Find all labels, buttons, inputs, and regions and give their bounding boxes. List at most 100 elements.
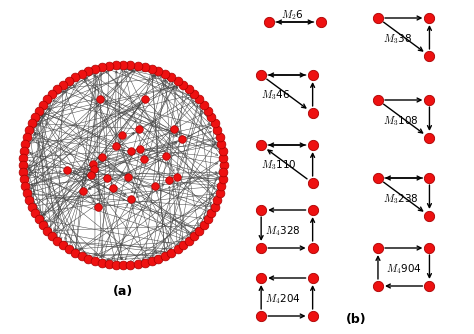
Point <box>218 141 225 146</box>
Point <box>216 134 223 139</box>
Point <box>219 148 227 153</box>
Point <box>257 142 265 148</box>
Point <box>170 127 178 132</box>
Point <box>204 217 211 222</box>
Point <box>48 233 56 239</box>
Point <box>71 74 79 79</box>
Point <box>105 262 113 267</box>
Point <box>19 155 27 161</box>
Point <box>78 71 85 76</box>
Point <box>309 207 317 213</box>
Point <box>134 262 141 267</box>
Point <box>65 78 73 83</box>
Point <box>426 283 433 289</box>
Point <box>124 175 132 180</box>
Point <box>211 121 219 126</box>
Point <box>162 153 170 158</box>
Point <box>140 156 147 162</box>
Point <box>426 245 433 251</box>
Point <box>35 108 43 113</box>
Point <box>119 62 127 67</box>
Point <box>374 97 382 103</box>
Point <box>35 217 43 222</box>
Point <box>112 263 120 268</box>
Point <box>148 259 155 264</box>
Point <box>214 197 221 203</box>
Point <box>64 167 71 173</box>
Text: $M_3$108: $M_3$108 <box>383 114 419 128</box>
Point <box>94 204 101 209</box>
Point <box>191 91 198 97</box>
Text: $M_3$110: $M_3$110 <box>261 158 297 172</box>
Point <box>25 127 33 133</box>
Point <box>135 126 143 131</box>
Point <box>28 204 36 209</box>
Point <box>374 15 382 21</box>
Point <box>220 162 228 168</box>
Text: $M_3$46: $M_3$46 <box>261 88 290 102</box>
Point <box>265 19 273 25</box>
Point <box>309 142 317 148</box>
Point <box>84 257 92 262</box>
Point <box>426 97 433 103</box>
Point <box>218 184 225 189</box>
Point <box>90 166 98 171</box>
Point <box>59 243 67 248</box>
Point <box>317 19 324 25</box>
Point <box>91 66 99 71</box>
Point <box>174 247 182 252</box>
Point <box>208 114 215 120</box>
Point <box>148 66 155 71</box>
Point <box>28 121 36 126</box>
Point <box>44 228 51 233</box>
Point <box>19 162 27 168</box>
Point <box>19 169 27 175</box>
Point <box>161 254 169 259</box>
Point <box>71 250 79 256</box>
Point <box>426 53 433 59</box>
Point <box>109 185 117 190</box>
Point <box>20 177 27 182</box>
Point <box>31 114 39 120</box>
Point <box>127 149 135 154</box>
Point <box>23 134 31 139</box>
Point <box>25 197 33 203</box>
Point <box>426 213 433 219</box>
Point <box>112 62 120 67</box>
Point <box>21 184 29 189</box>
Point <box>89 161 97 167</box>
Point <box>21 141 29 146</box>
Point <box>79 189 87 194</box>
Point <box>134 63 141 68</box>
Point <box>168 74 175 79</box>
Point <box>374 245 382 251</box>
Point <box>178 137 186 142</box>
Point <box>257 207 265 213</box>
Point <box>54 87 61 92</box>
Point <box>219 177 227 182</box>
Point <box>118 133 126 138</box>
Point <box>98 261 106 266</box>
Point <box>309 110 317 116</box>
Point <box>87 172 94 178</box>
Point <box>155 68 162 73</box>
Point <box>65 247 73 252</box>
Point <box>216 191 223 196</box>
Point <box>78 254 85 259</box>
Point <box>257 313 265 319</box>
Text: (b): (b) <box>346 313 366 326</box>
Point <box>112 143 119 149</box>
Point <box>180 82 187 87</box>
Point <box>309 180 317 186</box>
Point <box>31 210 39 216</box>
Point <box>23 191 31 196</box>
Point <box>180 243 187 248</box>
Point <box>309 245 317 251</box>
Point <box>374 175 382 181</box>
Point <box>214 127 221 133</box>
Point <box>152 183 159 188</box>
Point <box>98 154 106 159</box>
Point <box>309 275 317 281</box>
Point <box>374 283 382 289</box>
Point <box>168 250 175 256</box>
